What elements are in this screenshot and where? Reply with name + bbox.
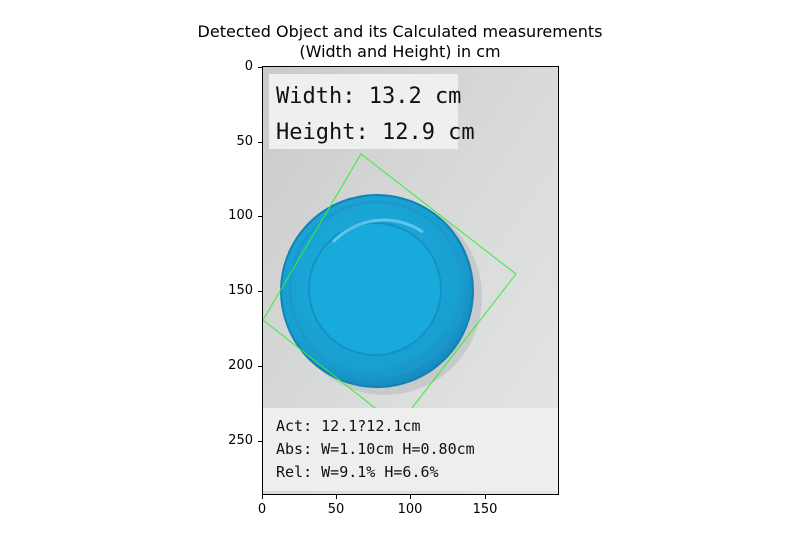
relative-error-text: Rel: W=9.1% H=6.6% bbox=[276, 463, 439, 481]
figure-title-line-1: Detected Object and its Calculated measu… bbox=[197, 22, 603, 41]
x-tick-label: 150 bbox=[472, 502, 498, 517]
figure-title-line-2: (Width and Height) in cm bbox=[299, 42, 501, 61]
y-tick-label: 250 bbox=[228, 433, 253, 448]
y-tick-label: 200 bbox=[228, 358, 253, 373]
y-tick-label: 50 bbox=[236, 134, 253, 149]
y-tick bbox=[258, 441, 262, 442]
height-measurement-text: Height: 12.9 cm bbox=[276, 120, 475, 145]
y-tick-label: 100 bbox=[228, 208, 253, 223]
x-tick bbox=[410, 495, 411, 499]
width-measurement-text: Width: 13.2 cm bbox=[276, 84, 462, 109]
y-tick-label: 0 bbox=[244, 59, 253, 74]
lid-center-panel bbox=[308, 222, 442, 356]
lid-highlight bbox=[331, 218, 424, 244]
x-tick bbox=[485, 495, 486, 499]
x-tick bbox=[336, 495, 337, 499]
lid-rim-edge bbox=[280, 194, 474, 388]
actual-size-text: Act: 12.1?12.1cm bbox=[276, 417, 421, 435]
y-tick bbox=[258, 291, 262, 292]
absolute-error-text: Abs: W=1.10cm H=0.80cm bbox=[276, 440, 475, 458]
x-tick bbox=[262, 495, 263, 499]
y-tick bbox=[258, 67, 262, 68]
photo-of-blue-lid bbox=[263, 67, 558, 494]
lid-inner-ring bbox=[288, 200, 466, 378]
y-tick bbox=[258, 216, 262, 217]
bottom-info-box bbox=[263, 408, 558, 491]
x-tick-label: 50 bbox=[327, 502, 345, 517]
y-tick bbox=[258, 142, 262, 143]
top-info-box bbox=[269, 74, 458, 149]
y-tick-label: 150 bbox=[228, 283, 253, 298]
image-axes: Width: 13.2 cm Height: 12.9 cm Act: 12.1… bbox=[262, 66, 559, 495]
y-tick bbox=[258, 366, 262, 367]
x-tick-label: 0 bbox=[257, 502, 267, 517]
x-tick-label: 100 bbox=[397, 502, 423, 517]
